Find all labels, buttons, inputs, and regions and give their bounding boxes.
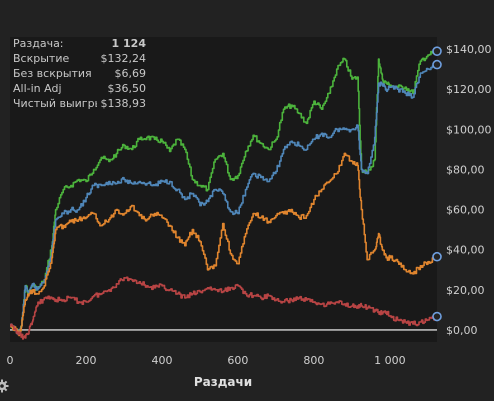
stat-row-non-showdown: Без вскрытия $6,69 [13, 66, 146, 81]
stat-row-hands: Раздача: 1 124 [13, 36, 146, 51]
stat-row-allin-adj: All-in Adj $36,50 [13, 81, 146, 96]
stat-label-net-won: Чистый выигрыш [13, 97, 97, 110]
stat-value-non-showdown: $6,69 [114, 67, 147, 80]
stat-value-net-won: $138,93 [100, 97, 147, 110]
x-tick-label: 200 [75, 354, 96, 367]
y-tick-label: $20,00 [446, 284, 485, 297]
x-tick-label: 800 [303, 354, 324, 367]
series-end-marker-showdown[interactable] [432, 59, 442, 70]
series-end-marker-allin-adj[interactable] [432, 251, 442, 262]
y-tick-label: $60,00 [446, 204, 485, 217]
series-line-allin-adj [10, 152, 438, 337]
y-tick-label: $80,00 [446, 163, 485, 176]
gear-icon[interactable] [0, 379, 9, 393]
x-tick-label: 400 [151, 354, 172, 367]
stat-row-showdown: Вскрытие $132,24 [13, 51, 146, 66]
stat-label-allin-adj: All-in Adj [13, 82, 62, 95]
stat-label-non-showdown: Без вскрытия [13, 67, 92, 80]
x-tick-label: 600 [227, 354, 248, 367]
stat-label-hands: Раздача: [13, 37, 64, 50]
stat-label-showdown: Вскрытие [13, 52, 70, 65]
x-axis-label: Раздачи [194, 375, 252, 389]
x-tick-label: 0 [7, 354, 14, 367]
y-tick-label: $120,00 [446, 83, 492, 96]
series-line-net-won [10, 50, 438, 335]
stat-value-showdown: $132,24 [100, 52, 147, 65]
series-line-non-showdown [10, 276, 438, 340]
series-end-marker-non-showdown[interactable] [432, 311, 442, 322]
y-tick-label: $100,00 [446, 123, 492, 136]
y-tick-label: $40,00 [446, 244, 485, 257]
x-tick-label: 1 000 [374, 354, 406, 367]
y-tick-label: $0,00 [446, 324, 478, 337]
stat-value-hands: 1 124 [111, 37, 146, 50]
y-tick-label: $140,00 [446, 43, 492, 56]
stat-row-net-won: Чистый выигрыш $138,93 [13, 96, 146, 111]
stats-box: Раздача: 1 124 Вскрытие $132,24 Без вскр… [13, 36, 146, 111]
series-end-marker-net-won[interactable] [432, 46, 442, 56]
series-line-showdown [10, 64, 438, 336]
stat-value-allin-adj: $36,50 [107, 82, 147, 95]
